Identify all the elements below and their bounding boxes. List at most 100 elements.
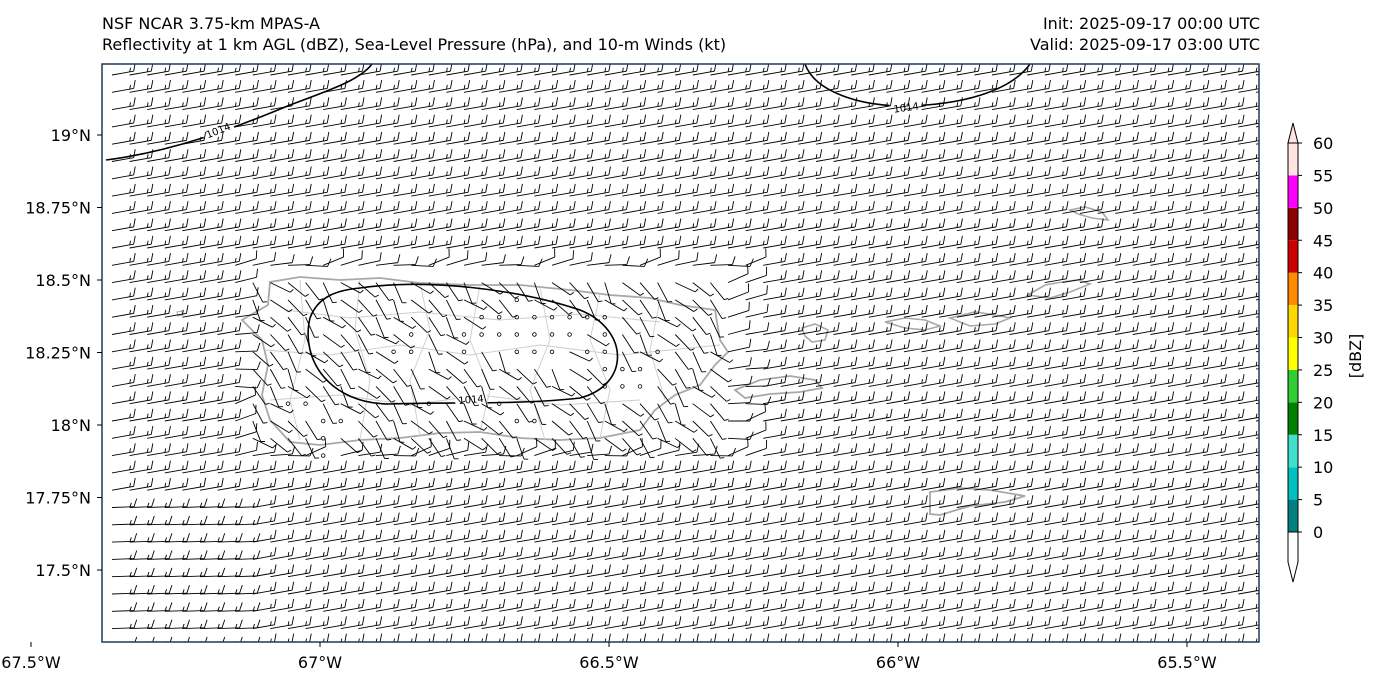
lat-tick-label: 17.75°N xyxy=(25,489,91,508)
wind-barb xyxy=(551,149,576,162)
wind-barb xyxy=(868,79,893,93)
wind-barb xyxy=(780,131,805,145)
wind-barb xyxy=(481,149,506,162)
wind-barb xyxy=(1167,166,1192,180)
wind-barb xyxy=(481,201,506,214)
colorbar-tick-label: 35 xyxy=(1313,296,1333,315)
wind-barb xyxy=(164,149,189,162)
wind-barb xyxy=(199,201,224,214)
wind-barb xyxy=(323,183,347,197)
wind-barb xyxy=(1027,97,1051,111)
wind-barb xyxy=(1079,131,1104,145)
wind-barb xyxy=(921,114,946,128)
wind-barb xyxy=(446,166,471,180)
wind-barb xyxy=(868,201,893,214)
wind-barb xyxy=(305,149,330,162)
wind-barb xyxy=(798,79,823,93)
wind-barb xyxy=(164,131,189,145)
wind-barb xyxy=(763,79,787,93)
wind-barb xyxy=(851,166,875,180)
wind-barb xyxy=(569,183,594,197)
st-croix-coastline xyxy=(929,487,1026,516)
wind-barb xyxy=(375,166,400,180)
wind-barb xyxy=(710,166,735,180)
wind-barb xyxy=(639,114,664,128)
isobar-puerto-rico xyxy=(307,283,619,405)
colorbar-tick-label: 60 xyxy=(1313,134,1333,153)
wind-barb xyxy=(1150,114,1175,128)
wind-barb xyxy=(411,79,435,93)
wind-barb xyxy=(1115,166,1139,180)
wind-barb xyxy=(956,131,981,145)
wind-barb xyxy=(499,201,523,214)
wind-barb xyxy=(639,131,664,145)
colorbar-segment xyxy=(1288,207,1298,241)
wind-barb xyxy=(815,97,840,111)
wind-barb xyxy=(1009,79,1034,93)
wind-barb xyxy=(921,131,946,145)
wind-barb xyxy=(833,166,858,180)
wind-barb xyxy=(815,166,840,180)
wind-barb xyxy=(1203,79,1227,93)
wind-barb xyxy=(710,201,735,214)
wind-barb xyxy=(323,201,347,214)
wind-barb xyxy=(903,79,928,93)
wind-barb xyxy=(463,149,488,162)
wind-barb xyxy=(1027,114,1051,128)
reflectivity-colorbar: 0 5 10 15 20 25 30 35 40 45 50 55 60 xyxy=(1287,122,1333,583)
wind-barb xyxy=(534,114,559,128)
colorbar-segment xyxy=(1288,240,1298,273)
wind-barb xyxy=(587,114,611,128)
wind-barb xyxy=(129,166,154,180)
wind-barb xyxy=(710,149,735,162)
wind-barb xyxy=(287,97,312,111)
wind-barb xyxy=(551,97,576,111)
wind-barb xyxy=(745,183,770,197)
wind-barb xyxy=(358,114,383,128)
wind-barb xyxy=(692,114,717,128)
wind-barb xyxy=(1062,201,1087,214)
colorbar-segment xyxy=(1288,337,1298,370)
wind-barb xyxy=(780,114,805,128)
wind-barb xyxy=(147,114,171,128)
wind-barb xyxy=(763,131,787,145)
wind-barb xyxy=(270,114,295,128)
wind-barb xyxy=(129,218,154,232)
wind-barb xyxy=(1132,131,1157,145)
wind-barb xyxy=(199,97,224,111)
wind-barb xyxy=(305,79,330,93)
wind-barb xyxy=(939,166,963,180)
wind-barb xyxy=(639,183,664,197)
wind-barb xyxy=(287,149,312,162)
wind-barb xyxy=(1079,201,1104,214)
wind-barb xyxy=(393,79,418,93)
wind-barb xyxy=(639,97,664,111)
wind-barb xyxy=(1132,149,1157,162)
wind-barb xyxy=(411,183,435,197)
wind-barb xyxy=(534,131,559,145)
wind-barb xyxy=(710,183,735,197)
wind-barb xyxy=(587,166,611,180)
wind-barb xyxy=(340,201,365,214)
wind-barb xyxy=(886,201,911,214)
wind-barb xyxy=(428,183,453,197)
wind-barb xyxy=(252,166,277,180)
wind-barb xyxy=(639,201,664,214)
wind-barb xyxy=(886,131,911,145)
wind-barb xyxy=(657,166,682,180)
wind-barb xyxy=(868,114,893,128)
wind-barb xyxy=(1203,97,1227,111)
isobar-label-north: 1014 xyxy=(893,101,920,115)
wind-barb xyxy=(604,183,629,197)
wind-barb xyxy=(727,183,752,197)
wind-barb xyxy=(1062,114,1087,128)
wind-barb xyxy=(235,79,259,93)
wind-barb xyxy=(991,149,1016,162)
wind-barb xyxy=(534,97,559,111)
wind-barb xyxy=(569,114,594,128)
wind-barb xyxy=(1203,149,1227,162)
wind-barb xyxy=(340,149,365,162)
colorbar-segment xyxy=(1288,402,1298,435)
wind-barb xyxy=(252,149,277,162)
wind-barb xyxy=(1203,201,1227,214)
